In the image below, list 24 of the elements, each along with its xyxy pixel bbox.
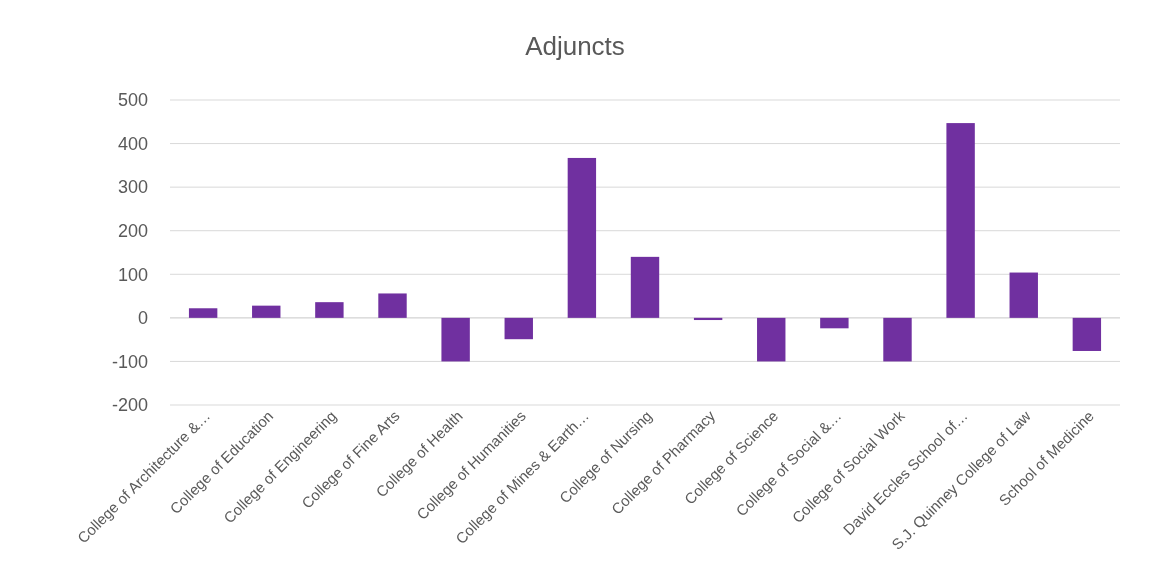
y-tick-label: -100: [111, 351, 148, 372]
bar: [252, 305, 281, 318]
bar: [188, 308, 218, 318]
bar: [757, 317, 786, 362]
bar: [693, 317, 723, 321]
bar: [567, 157, 597, 318]
bar: [946, 123, 975, 318]
chart-title: Adjuncts: [525, 31, 625, 61]
y-tick-label: 0: [137, 308, 148, 329]
bar: [441, 317, 470, 362]
bar: [883, 317, 912, 362]
y-tick-label: 300: [117, 177, 148, 198]
bar: [1072, 317, 1102, 351]
bar: [504, 317, 533, 340]
y-tick-label: 400: [117, 133, 148, 154]
y-tick-label: -200: [111, 395, 148, 416]
y-tick-label: 100: [117, 264, 148, 285]
bar: [820, 317, 849, 329]
bar: [630, 256, 660, 318]
bar: [1009, 272, 1038, 318]
bar: [315, 302, 344, 318]
bar: [378, 293, 407, 318]
y-tick-label: 500: [117, 90, 148, 111]
y-tick-label: 200: [117, 221, 148, 242]
